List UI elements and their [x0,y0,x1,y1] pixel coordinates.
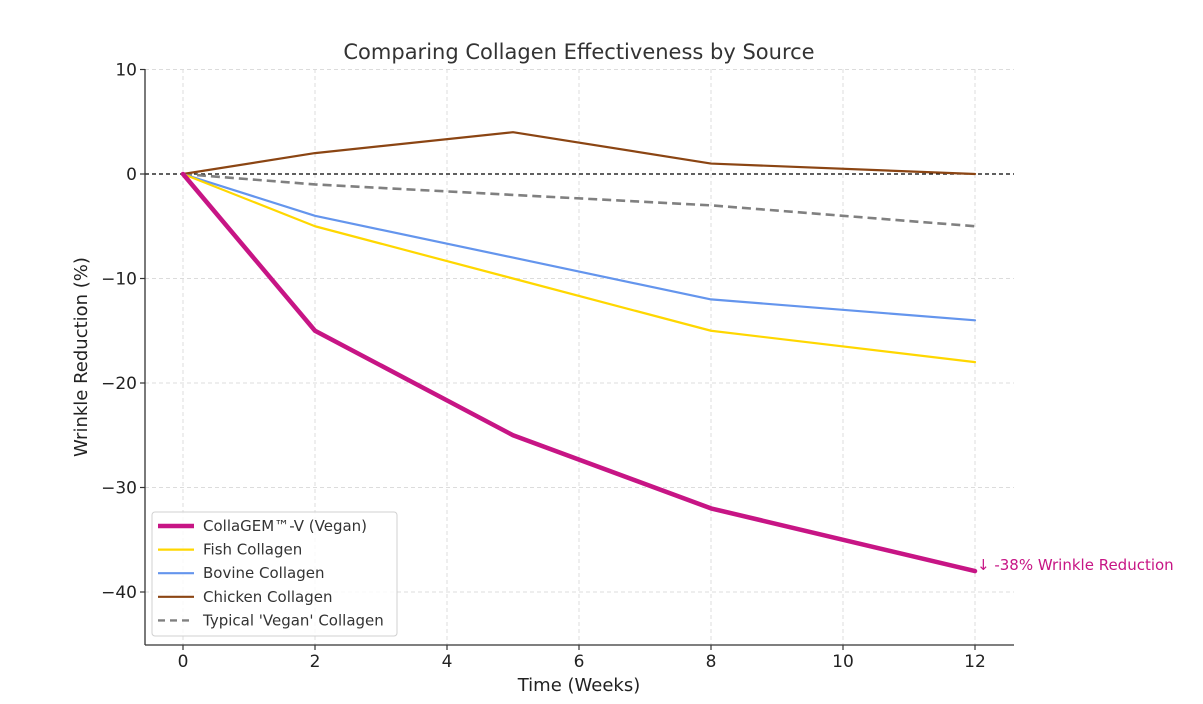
y-tick-label: 10 [115,61,137,81]
y-tick-label: −10 [101,270,137,290]
series-lines [180,131,978,574]
x-tick-label: 8 [706,652,717,672]
legend-label-3: Chicken Collagen [203,588,333,606]
legend-label-2: Bovine Collagen [203,564,324,582]
x-tick-label: 12 [964,652,986,672]
annotations: ↓ -38% Wrinkle Reduction [977,556,1174,574]
x-axis-label: Time (Weeks) [517,675,641,696]
y-tick-label: −30 [101,479,137,499]
y-tick-label: −40 [101,583,137,603]
legend-label-0: CollaGEM™-V (Vegan) [203,517,367,535]
x-tick-label: 4 [442,652,453,672]
y-ticks: 10 0 −10 −20 −30 −40 [101,61,145,603]
chart-title: Comparing Collagen Effectiveness by Sour… [343,40,814,64]
legend-label-4: Typical 'Vegan' Collagen [202,611,384,629]
x-tick-label: 6 [574,652,585,672]
y-tick-label: −20 [101,374,137,394]
legend: CollaGEM™-V (Vegan) Fish Collagen Bovine C… [151,511,398,637]
legend-box [151,511,398,637]
y-axis-label: Wrinkle Reduction (%) [71,257,92,457]
x-tick-label: 10 [832,652,854,672]
y-tick-label: 0 [126,165,137,185]
annotation-label: ↓ -38% Wrinkle Reduction [977,556,1174,574]
x-tick-label: 2 [310,652,321,672]
x-ticks: 0 2 4 6 8 10 12 [178,645,986,672]
legend-label-1: Fish Collagen [203,541,302,559]
x-tick-label: 0 [178,652,189,672]
